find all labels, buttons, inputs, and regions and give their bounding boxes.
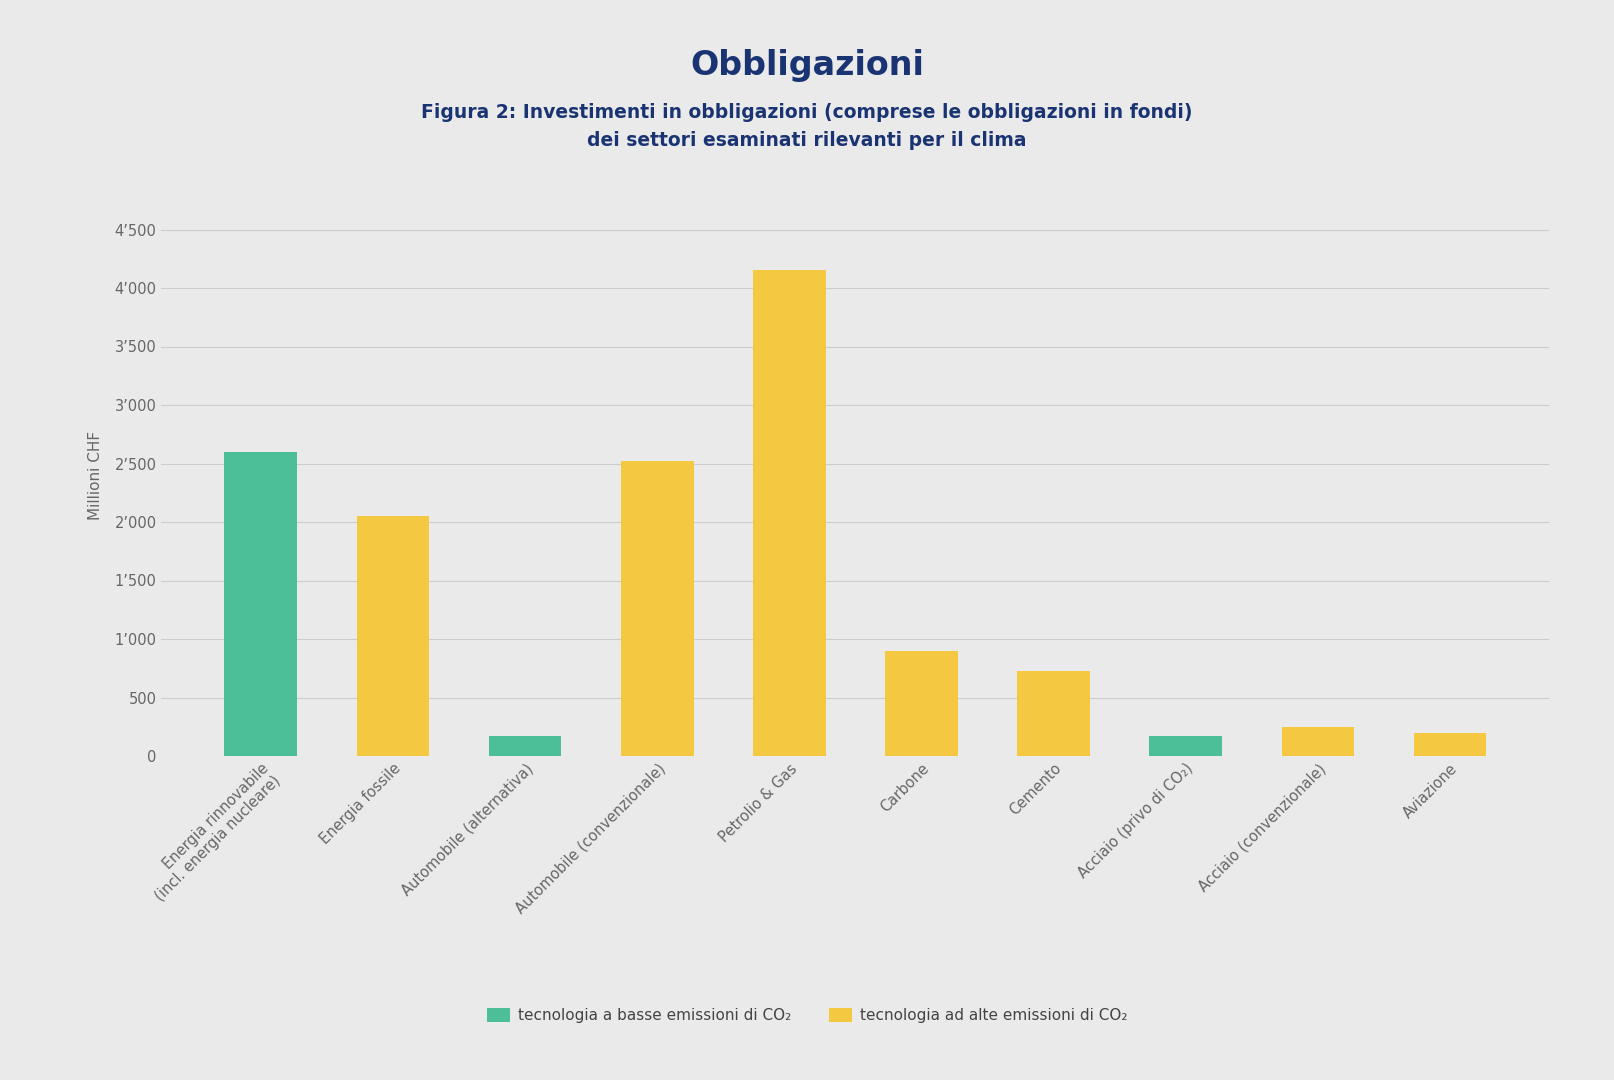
Bar	[1282, 727, 1354, 756]
Text: Figura 2: Investimenti in obbligazioni (comprese le obbligazioni in fondi)
dei s: Figura 2: Investimenti in obbligazioni (…	[421, 103, 1193, 150]
Bar	[224, 451, 297, 756]
Bar	[754, 270, 826, 756]
Bar	[884, 650, 957, 756]
Bar	[489, 735, 562, 756]
Bar	[357, 516, 429, 756]
Text: Obbligazioni: Obbligazioni	[691, 49, 923, 82]
Legend: tecnologia a basse emissioni di CO₂, tecnologia ad alte emissioni di CO₂: tecnologia a basse emissioni di CO₂, tec…	[481, 1002, 1133, 1029]
Bar	[1017, 671, 1089, 756]
Bar	[621, 461, 694, 756]
Bar	[1414, 732, 1486, 756]
Bar	[1149, 735, 1222, 756]
Y-axis label: Millioni CHF: Millioni CHF	[89, 431, 103, 519]
